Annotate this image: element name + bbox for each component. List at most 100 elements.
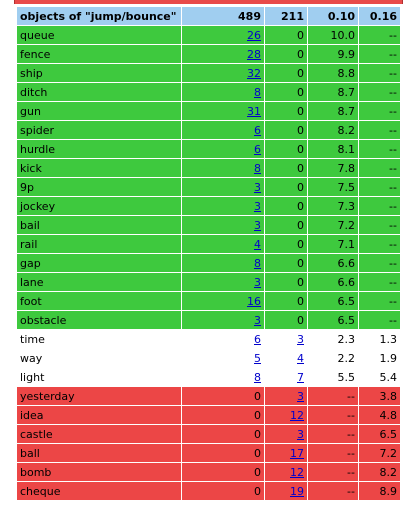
count-a-cell: 3 xyxy=(182,178,264,196)
count-b-link[interactable]: 7 xyxy=(297,370,304,384)
table-row: queue 26 0 10.0 -- xyxy=(17,26,400,44)
score-a-cell: 6.6 xyxy=(308,254,358,272)
count-b-link[interactable]: 17 xyxy=(290,446,304,460)
count-a-link[interactable]: 32 xyxy=(247,66,261,80)
count-b-cell: 0 xyxy=(265,273,307,291)
count-b-link[interactable]: 12 xyxy=(290,408,304,422)
count-a-link[interactable]: 8 xyxy=(254,85,261,99)
count-a-cell: 8 xyxy=(182,159,264,177)
count-a-link[interactable]: 3 xyxy=(254,199,261,213)
count-a-link[interactable]: 6 xyxy=(254,142,261,156)
count-b-cell: 0 xyxy=(265,159,307,177)
count-a-cell: 3 xyxy=(182,273,264,291)
count-a-link[interactable]: 16 xyxy=(247,294,261,308)
table-row: fence 28 0 9.9 -- xyxy=(17,45,400,63)
top-edge-bar xyxy=(14,0,403,4)
table-body: queue 26 0 10.0 -- fence 28 0 9.9 -- ship 32 0 8.8 -- d… xyxy=(17,26,400,500)
row-word: ditch xyxy=(17,83,181,101)
score-a-cell: 6.5 xyxy=(308,292,358,310)
table-row: kick 8 0 7.8 -- xyxy=(17,159,400,177)
table-row: obstacle 3 0 6.5 -- xyxy=(17,311,400,329)
score-b-cell: 1.3 xyxy=(359,330,400,348)
score-b-cell: -- xyxy=(359,121,400,139)
score-b-cell: 8.2 xyxy=(359,463,400,481)
count-b-value: 0 xyxy=(297,66,304,80)
count-a-link[interactable]: 28 xyxy=(247,47,261,61)
count-b-cell: 4 xyxy=(265,349,307,367)
table-row: time 6 3 2.3 1.3 xyxy=(17,330,400,348)
count-b-link[interactable]: 3 xyxy=(297,389,304,403)
table-row: 9p 3 0 7.5 -- xyxy=(17,178,400,196)
score-a-value: 2.2 xyxy=(337,351,356,365)
table-row: spider 6 0 8.2 -- xyxy=(17,121,400,139)
table-row: light 8 7 5.5 5.4 xyxy=(17,368,400,386)
table-row: foot 16 0 6.5 -- xyxy=(17,292,400,310)
count-b-link[interactable]: 12 xyxy=(290,465,304,479)
score-b-value: -- xyxy=(389,123,397,137)
count-b-value: 0 xyxy=(297,123,304,137)
count-b-link[interactable]: 19 xyxy=(290,484,304,498)
count-a-cell: 0 xyxy=(182,406,264,424)
score-b-cell: 8.9 xyxy=(359,482,400,500)
count-a-cell: 0 xyxy=(182,463,264,481)
count-b-value: 0 xyxy=(297,275,304,289)
score-a-cell: 6.5 xyxy=(308,311,358,329)
score-b-value: 1.3 xyxy=(379,332,398,346)
score-a-value: 10.0 xyxy=(330,28,356,42)
score-a-value: 6.6 xyxy=(337,275,356,289)
count-a-link[interactable]: 6 xyxy=(254,123,261,137)
count-a-link[interactable]: 5 xyxy=(254,351,261,365)
score-a-value: 7.5 xyxy=(337,180,356,194)
count-b-link[interactable]: 3 xyxy=(297,332,304,346)
score-a-cell: 8.7 xyxy=(308,83,358,101)
count-b-value: 0 xyxy=(297,180,304,194)
table-row: castle 0 3 -- 6.5 xyxy=(17,425,400,443)
score-a-value: 8.7 xyxy=(337,85,356,99)
count-a-link[interactable]: 3 xyxy=(254,180,261,194)
score-b-value: 3.8 xyxy=(379,389,398,403)
count-a-link[interactable]: 4 xyxy=(254,237,261,251)
count-a-cell: 8 xyxy=(182,254,264,272)
count-b-value: 0 xyxy=(297,218,304,232)
count-b-cell: 12 xyxy=(265,463,307,481)
count-a-link[interactable]: 8 xyxy=(254,256,261,270)
row-word: ball xyxy=(17,444,181,462)
count-b-cell: 0 xyxy=(265,64,307,82)
score-b-value: -- xyxy=(389,85,397,99)
count-b-cell: 3 xyxy=(265,387,307,405)
count-b-cell: 0 xyxy=(265,292,307,310)
table-row: way 5 4 2.2 1.9 xyxy=(17,349,400,367)
count-b-cell: 0 xyxy=(265,45,307,63)
score-b-cell: -- xyxy=(359,140,400,158)
count-b-cell: 19 xyxy=(265,482,307,500)
count-a-link[interactable]: 26 xyxy=(247,28,261,42)
score-b-value: 6.5 xyxy=(379,427,398,441)
table-row: jockey 3 0 7.3 -- xyxy=(17,197,400,215)
count-a-link[interactable]: 3 xyxy=(254,218,261,232)
count-a-cell: 0 xyxy=(182,444,264,462)
count-b-value: 0 xyxy=(297,294,304,308)
score-a-cell: 2.3 xyxy=(308,330,358,348)
score-a-value: 6.6 xyxy=(337,256,356,270)
table-row: rail 4 0 7.1 -- xyxy=(17,235,400,253)
count-b-link[interactable]: 3 xyxy=(297,427,304,441)
header-col2: 211 xyxy=(265,7,307,25)
count-a-link[interactable]: 3 xyxy=(254,313,261,327)
count-a-link[interactable]: 31 xyxy=(247,104,261,118)
count-b-cell: 3 xyxy=(265,330,307,348)
count-a-value: 0 xyxy=(254,389,261,403)
count-a-link[interactable]: 8 xyxy=(254,161,261,175)
count-b-link[interactable]: 4 xyxy=(297,351,304,365)
count-a-cell: 0 xyxy=(182,425,264,443)
count-a-link[interactable]: 3 xyxy=(254,275,261,289)
score-b-cell: -- xyxy=(359,254,400,272)
score-a-value: 8.2 xyxy=(337,123,356,137)
count-b-cell: 12 xyxy=(265,406,307,424)
count-a-cell: 0 xyxy=(182,387,264,405)
count-a-link[interactable]: 6 xyxy=(254,332,261,346)
count-b-value: 0 xyxy=(297,313,304,327)
row-word: obstacle xyxy=(17,311,181,329)
row-word: yesterday xyxy=(17,387,181,405)
score-a-value: -- xyxy=(347,389,355,403)
count-a-link[interactable]: 8 xyxy=(254,370,261,384)
